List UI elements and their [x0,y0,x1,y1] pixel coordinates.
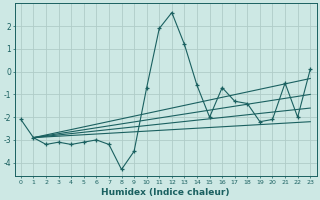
X-axis label: Humidex (Indice chaleur): Humidex (Indice chaleur) [101,188,230,197]
